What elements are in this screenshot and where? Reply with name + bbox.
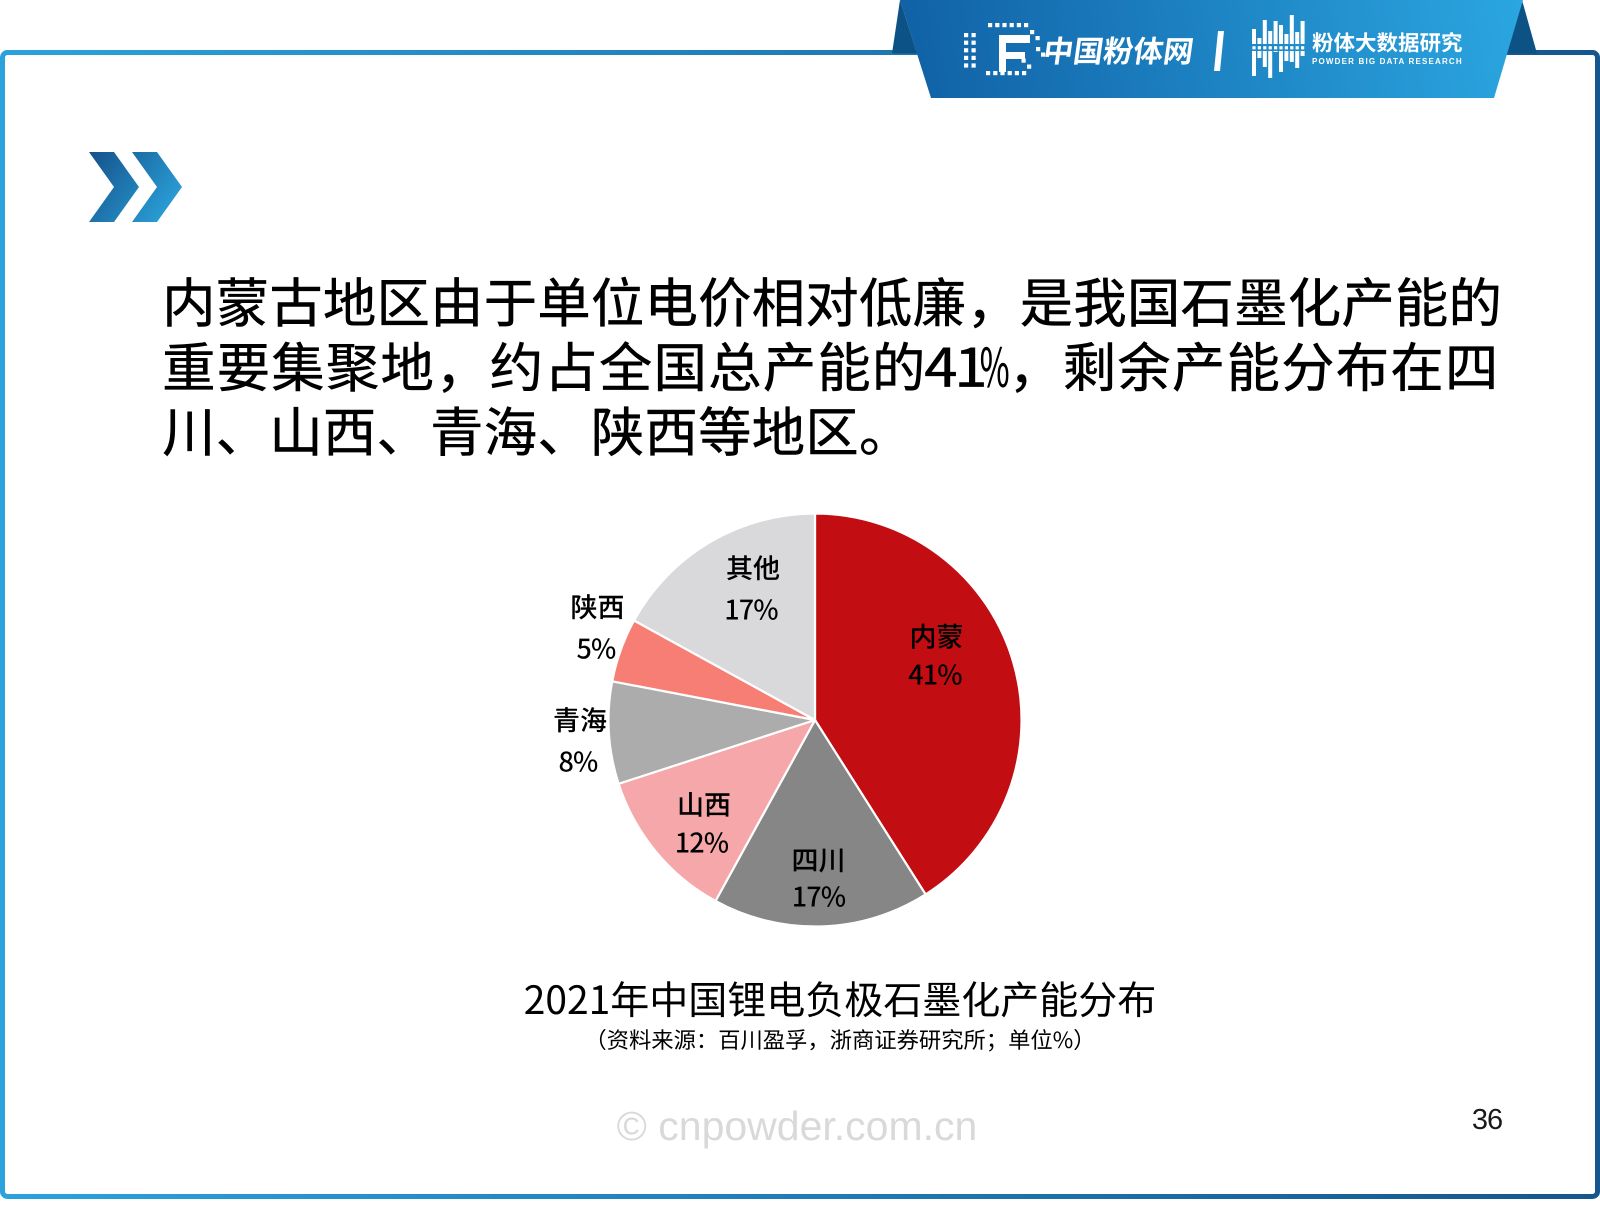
svg-text:POWDER BIG DATA RESEARCH: POWDER BIG DATA RESEARCH bbox=[1312, 57, 1463, 66]
svg-text:36: 36 bbox=[1472, 1104, 1502, 1136]
svg-text:© cnpowder.com.cn: © cnpowder.com.cn bbox=[617, 1103, 978, 1149]
